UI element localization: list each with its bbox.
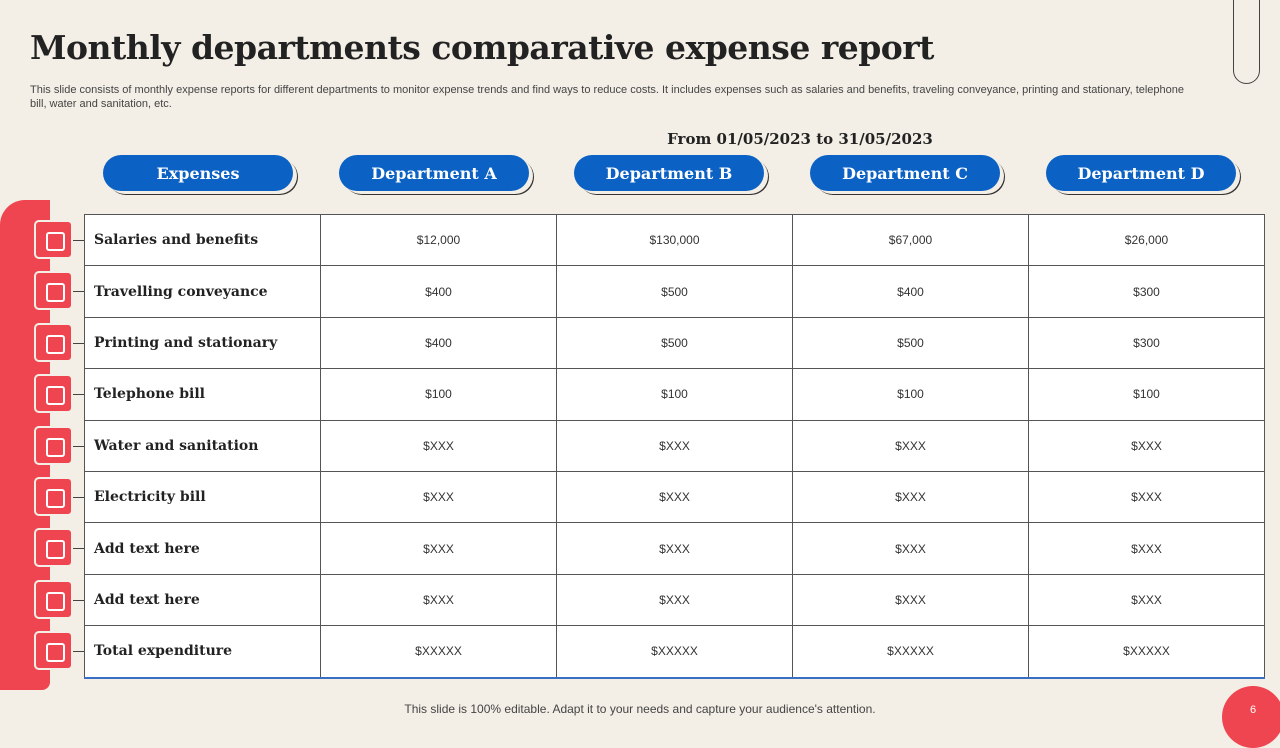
connector xyxy=(73,342,84,344)
table-cell: $XXX xyxy=(556,419,793,472)
table-cell: $300 xyxy=(1028,265,1265,318)
table-cell: $XXXXX xyxy=(556,625,793,679)
table-cell: $XXX xyxy=(320,573,557,627)
table-cell: $400 xyxy=(320,265,557,318)
table-cell: $XXX xyxy=(792,419,1029,472)
table-cell: $XXX xyxy=(556,470,793,524)
connector xyxy=(73,496,84,498)
row-icon xyxy=(34,219,73,259)
title: Monthly departments comparative expense … xyxy=(30,28,934,67)
table-cell: $XXX xyxy=(320,419,557,472)
connector xyxy=(73,394,84,396)
row-label: Add text here xyxy=(84,522,321,575)
table-row: Add text here $XXX $XXX $XXX $XXX xyxy=(84,573,1265,627)
table-cell: $100 xyxy=(556,368,793,421)
subtitle: This slide consists of monthly expense r… xyxy=(30,84,1185,110)
row-label: Printing and stationary xyxy=(84,316,321,370)
table-row: Total expenditure $XXXXX $XXXXX $XXXXX $XXXX… xyxy=(84,625,1265,679)
table-cell: $500 xyxy=(792,316,1029,370)
table-cell: $XXX xyxy=(792,470,1029,524)
page-badge xyxy=(1222,686,1280,748)
header-pill: Department B xyxy=(574,155,764,191)
table-row: Travelling conveyance $400 $500 $400 $300 xyxy=(84,265,1265,318)
table-cell: $67,000 xyxy=(792,213,1029,267)
table-cell: $12,000 xyxy=(320,213,557,267)
table-row: Water and sanitation $XXX $XXX $XXX $XXX xyxy=(84,419,1265,472)
row-icon xyxy=(34,271,73,311)
table-cell: $XXX xyxy=(320,470,557,524)
row-label: Travelling conveyance xyxy=(84,265,321,318)
table-row: Printing and stationary $400 $500 $500 $300 xyxy=(84,316,1265,370)
row-label: Electricity bill xyxy=(84,470,321,524)
table-row: Salaries and benefits $12,000 $130,000 $67,… xyxy=(84,213,1265,267)
table-cell: $100 xyxy=(320,368,557,421)
connector xyxy=(73,548,84,550)
table-cell: $130,000 xyxy=(556,213,793,267)
table-cell: $XXX xyxy=(320,522,557,575)
table-cell: $XXXXX xyxy=(320,625,557,679)
row-icon xyxy=(34,476,73,516)
row-icon xyxy=(34,631,73,671)
table-row: Add text here $XXX $XXX $XXX $XXX xyxy=(84,522,1265,575)
table-cell: $500 xyxy=(556,316,793,370)
row-icon xyxy=(34,579,73,619)
row-icon xyxy=(34,528,73,568)
table-cell: $XXX xyxy=(1028,470,1265,524)
row-label: Add text here xyxy=(84,573,321,627)
header-pill: Department C xyxy=(810,155,1000,191)
table-cell: $XXXXX xyxy=(1028,625,1265,679)
table-cell: $400 xyxy=(320,316,557,370)
row-label: Telephone bill xyxy=(84,368,321,421)
table-cell: $500 xyxy=(556,265,793,318)
decor-shape xyxy=(1233,0,1260,84)
page-number: 6 xyxy=(1249,704,1257,716)
table-cell: $26,000 xyxy=(1028,213,1265,267)
table-cell: $XXXXX xyxy=(792,625,1029,679)
table-cell: $XXX xyxy=(556,573,793,627)
row-icon xyxy=(34,322,73,362)
table-cell: $XXX xyxy=(1028,573,1265,627)
table-cell: $XXX xyxy=(792,522,1029,575)
connector xyxy=(73,291,84,293)
table-cell: $XXX xyxy=(1028,522,1265,575)
expense-table: Salaries and benefits $12,000 $130,000 $67,… xyxy=(84,213,1265,679)
header-pill: Department D xyxy=(1046,155,1236,191)
table-cell: $400 xyxy=(792,265,1029,318)
row-icon xyxy=(34,374,73,414)
table-cell: $100 xyxy=(1028,368,1265,421)
connector xyxy=(73,445,84,447)
table-cell: $100 xyxy=(792,368,1029,421)
row-icon xyxy=(34,425,73,465)
row-label: Water and sanitation xyxy=(84,419,321,472)
footer-note: This slide is 100% editable. Adapt it to… xyxy=(404,702,876,716)
header-pill: Department A xyxy=(339,155,529,191)
row-label: Total expenditure xyxy=(84,625,321,679)
table-cell: $300 xyxy=(1028,316,1265,370)
table-cell: $XXX xyxy=(792,573,1029,627)
connector xyxy=(73,239,84,241)
table-row: Electricity bill $XXX $XXX $XXX $XXX xyxy=(84,470,1265,524)
connector xyxy=(73,599,84,601)
table-row: Telephone bill $100 $100 $100 $100 xyxy=(84,368,1265,421)
connector xyxy=(73,651,84,653)
date-range: From 01/05/2023 to 31/05/2023 xyxy=(667,130,933,148)
table-cell: $XXX xyxy=(1028,419,1265,472)
row-label: Salaries and benefits xyxy=(84,213,321,267)
table-cell: $XXX xyxy=(556,522,793,575)
header-pill: Expenses xyxy=(103,155,293,191)
